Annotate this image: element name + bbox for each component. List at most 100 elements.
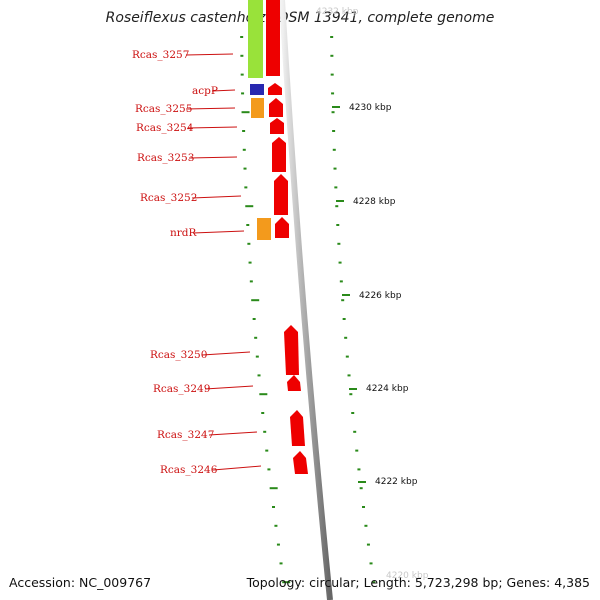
- gene-rcas-3255-feature[interactable]: [269, 98, 283, 117]
- tick-mark: [255, 355, 259, 358]
- tick-mark: [252, 318, 256, 320]
- tick-mark: [272, 506, 276, 508]
- tick-mark: [240, 54, 244, 57]
- kbp-label: 4226 kbp: [359, 291, 402, 301]
- tick-mark: [338, 261, 342, 264]
- gene-rcas-3252-feature[interactable]: [274, 174, 288, 215]
- tick-mark: [359, 487, 363, 490]
- tick-mark: [337, 242, 341, 245]
- accession-text: Accession: NC_009767: [9, 575, 151, 590]
- gene-label[interactable]: Rcas_3253: [137, 152, 194, 164]
- tick-mark: [364, 524, 368, 527]
- gene-acpp-feature[interactable]: [250, 84, 264, 95]
- kbp-label: 4224 kbp: [366, 384, 409, 394]
- tick-mark: [330, 73, 334, 76]
- gene-small-red-1[interactable]: [268, 83, 282, 95]
- gene-label[interactable]: Rcas_3249: [153, 383, 210, 395]
- tick-mark: [263, 430, 267, 433]
- kbp-label-bottom: 4220 kbp: [386, 571, 429, 581]
- tick-mark: [335, 205, 339, 208]
- tick-mark: [247, 242, 251, 245]
- tick-mark: [251, 299, 260, 302]
- tick-mark: [276, 543, 280, 546]
- tick-mark: [248, 261, 252, 264]
- gene-rcas-3249-feature[interactable]: [287, 375, 301, 391]
- tick-mark: [265, 449, 269, 452]
- tick-mark: [334, 186, 338, 189]
- tick-mark: [349, 393, 353, 396]
- tick-mark: [244, 186, 248, 189]
- gene-rcas-3246-feature[interactable]: [293, 451, 308, 474]
- gene-label[interactable]: Rcas_3252: [140, 192, 197, 204]
- map-title: Roseiflexus castenholzii DSM 13941, comp…: [106, 10, 495, 26]
- tick-mark: [243, 167, 247, 170]
- tick-mark: [254, 336, 258, 339]
- tick-mark: [353, 430, 357, 433]
- gene-label[interactable]: nrdR: [170, 227, 198, 239]
- gene-features: [248, 0, 308, 474]
- tick-mark: [259, 393, 268, 396]
- tick-mark: [355, 449, 359, 452]
- tick-mark: [241, 111, 250, 114]
- gene-rcas-3253-feature[interactable]: [272, 137, 286, 172]
- tick-mark: [279, 562, 283, 565]
- genome-backbone: [279, 0, 333, 600]
- tick-mark: [274, 524, 278, 527]
- inner-tick-marks: [240, 36, 291, 584]
- tick-mark: [269, 487, 278, 490]
- tick-mark: [341, 299, 345, 302]
- gene-label[interactable]: acpP: [192, 85, 218, 97]
- tick-mark: [282, 581, 291, 584]
- tick-mark: [246, 224, 250, 226]
- kbp-label: 4228 kbp: [353, 197, 396, 207]
- tick-mark: [240, 36, 244, 38]
- gene-label[interactable]: Rcas_3257: [132, 49, 189, 61]
- gene-nrdr-orange[interactable]: [257, 218, 271, 240]
- tick-mark: [242, 130, 246, 132]
- tick-mark: [372, 581, 376, 584]
- tick-mark: [339, 280, 343, 283]
- tick-mark: [342, 318, 346, 320]
- tick-mark: [240, 73, 244, 76]
- kbp-scale: 4232 kbp 4230 kbp 4228 kbp 4226 kbp 4224…: [316, 7, 429, 581]
- tick-mark: [366, 543, 370, 546]
- tick-mark: [347, 374, 351, 377]
- gene-label[interactable]: Rcas_3246: [160, 464, 218, 476]
- gene-rcas-3255-orange[interactable]: [251, 98, 264, 118]
- tick-mark: [362, 506, 366, 508]
- kbp-label: 4230 kbp: [349, 103, 392, 113]
- tick-mark: [330, 54, 334, 57]
- gene-rcas-3257-feature[interactable]: [266, 0, 280, 76]
- gene-green-feature[interactable]: [248, 0, 263, 78]
- outer-tick-marks: [330, 36, 376, 584]
- tick-mark: [261, 412, 265, 414]
- tick-mark: [330, 36, 334, 38]
- tick-mark: [241, 92, 245, 95]
- tick-mark: [351, 412, 355, 414]
- gene-label[interactable]: Rcas_3255: [135, 103, 192, 115]
- tick-mark: [257, 374, 261, 377]
- gene-label[interactable]: Rcas_3254: [136, 122, 194, 134]
- kbp-label: 4222 kbp: [375, 477, 418, 487]
- tick-mark: [369, 562, 373, 565]
- kbp-label-top: 4232 kbp: [316, 7, 359, 17]
- gene-label[interactable]: Rcas_3250: [150, 349, 207, 361]
- tick-mark: [332, 130, 336, 132]
- tick-mark: [333, 167, 337, 170]
- gene-rcas-3254-feature[interactable]: [270, 118, 284, 134]
- gene-labels: Rcas_3257 acpP Rcas_3255 Rcas_3254 Rcas_…: [132, 49, 262, 476]
- tick-mark: [267, 468, 271, 471]
- gene-nrdr-feature[interactable]: [275, 217, 289, 238]
- tick-mark: [344, 336, 348, 339]
- tick-mark: [331, 111, 335, 114]
- genome-summary-text: Topology: circular; Length: 5,723,298 bp…: [246, 575, 590, 590]
- tick-mark: [336, 224, 340, 226]
- gene-rcas-3247-feature[interactable]: [290, 410, 305, 446]
- gene-rcas-3250-feature[interactable]: [284, 325, 299, 375]
- tick-mark: [249, 280, 253, 283]
- tick-mark: [242, 148, 246, 151]
- tick-mark: [332, 148, 336, 151]
- gene-label[interactable]: Rcas_3247: [157, 429, 214, 441]
- tick-mark: [345, 355, 349, 358]
